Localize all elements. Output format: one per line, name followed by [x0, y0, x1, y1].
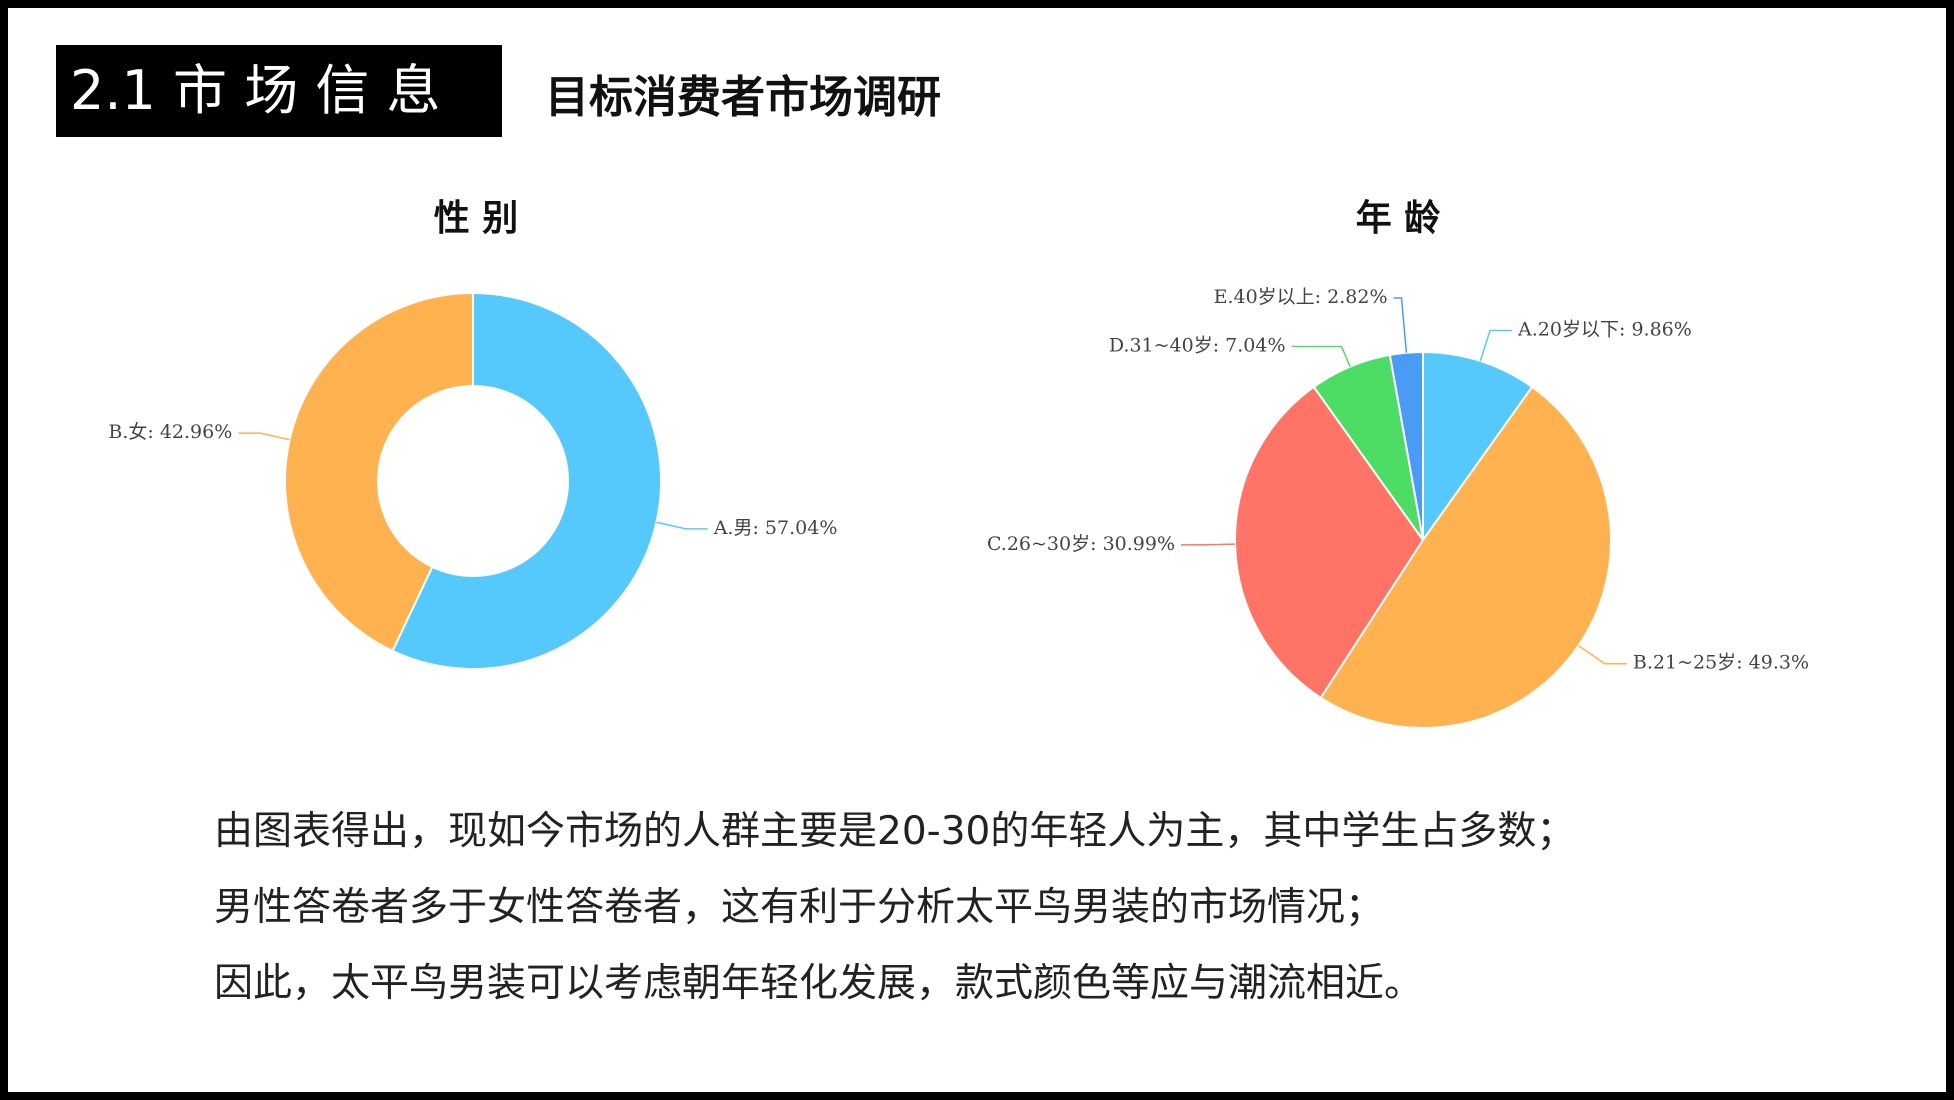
summary-text: 由图表得出，现如今市场的人群主要是20-30的年轻人为主，其中学生占多数； 男性…	[214, 794, 1575, 1022]
slice-value: 9.86	[1631, 318, 1673, 340]
age-chart: 年 龄A.20岁以下: 9.86%B.21~25岁: 49.3%C.26~30岁…	[987, 198, 1809, 729]
slice-value-unit: %	[1674, 318, 1692, 340]
summary-line-2: 男性答卷者多于女性答卷者，这有利于分析太平鸟男装的市场情况；	[214, 885, 1385, 930]
gender-slice-label-2: B.女: 42.96%	[108, 421, 232, 443]
age-slice-label-2: B.21~25岁: 49.3%	[1633, 652, 1809, 674]
label-separator: :	[1315, 286, 1327, 308]
slice-category: A.20岁以下	[1517, 318, 1619, 340]
slice-category: D.31~40岁	[1109, 334, 1213, 356]
section-label: 2.1 市 场 信 息	[56, 45, 502, 137]
age-leader-line-5	[1393, 297, 1408, 353]
slice-value-unit: %	[819, 517, 837, 539]
age-slice-2	[1319, 385, 1612, 729]
age-slice-1	[1422, 350, 1534, 544]
label-separator: :	[1090, 533, 1102, 555]
slice-value: 2.82	[1327, 286, 1369, 308]
age-leader-line-2	[1578, 645, 1627, 665]
gender-chart-title: 性 别	[434, 198, 519, 239]
slice-value-unit: %	[1791, 652, 1809, 674]
slice-value: 30.99	[1103, 533, 1157, 555]
age-leader-line-4	[1291, 345, 1351, 368]
slice-value-unit: %	[1369, 286, 1387, 308]
age-leader-line-1	[1479, 329, 1513, 362]
age-slice-label-4: D.31~40岁: 7.04%	[1109, 334, 1286, 356]
slice-value: 42.96	[160, 421, 214, 443]
summary-line-1: 由图表得出，现如今市场的人群主要是20-30的年轻人为主，其中学生占多数；	[214, 809, 1576, 854]
age-slice-label-3: C.26~30岁: 30.99%	[987, 533, 1175, 555]
slice-value-unit: %	[1157, 533, 1175, 555]
gender-slice-2	[284, 291, 474, 653]
age-leader-line-3	[1181, 543, 1236, 546]
summary-line-3: 因此，太平鸟男装可以考虑朝年轻化发展，款式颜色等应与潮流相近。	[214, 961, 1424, 1006]
label-separator: :	[1736, 652, 1748, 674]
slice-value-unit: %	[1267, 334, 1285, 356]
gender-leader-line-1	[656, 521, 708, 530]
label-separator: :	[147, 421, 159, 443]
slide-subtitle: 目标消费者市场调研	[545, 72, 941, 123]
slice-category: C.26~30岁	[987, 533, 1090, 555]
age-slice-5	[1388, 350, 1424, 541]
slice-value-unit: %	[214, 421, 232, 443]
age-chart-title: 年 龄	[1356, 198, 1441, 239]
gender-leader-line-2	[238, 432, 290, 441]
slice-value: 7.04	[1225, 334, 1267, 356]
age-slice-label-1: A.20岁以下: 9.86%	[1517, 318, 1692, 340]
age-slice-label-5: E.40岁以上: 2.82%	[1214, 286, 1388, 308]
slice-value: 57.04	[765, 517, 819, 539]
slice-category: E.40岁以上	[1214, 286, 1315, 308]
gender-slice-label-1: A.男: 57.04%	[713, 517, 838, 539]
slice-category: B.女	[108, 421, 147, 443]
gender-slice-1	[391, 291, 662, 670]
slice-category: A.男	[713, 517, 753, 539]
slice-value: 49.3	[1749, 652, 1791, 674]
slice-category: B.21~25岁	[1633, 652, 1736, 674]
label-separator: :	[1213, 334, 1225, 356]
age-slice-3	[1234, 385, 1425, 700]
label-separator: :	[752, 517, 764, 539]
gender-chart: 性 别A.男: 57.04%B.女: 42.96%	[108, 198, 838, 670]
label-separator: :	[1619, 318, 1631, 340]
